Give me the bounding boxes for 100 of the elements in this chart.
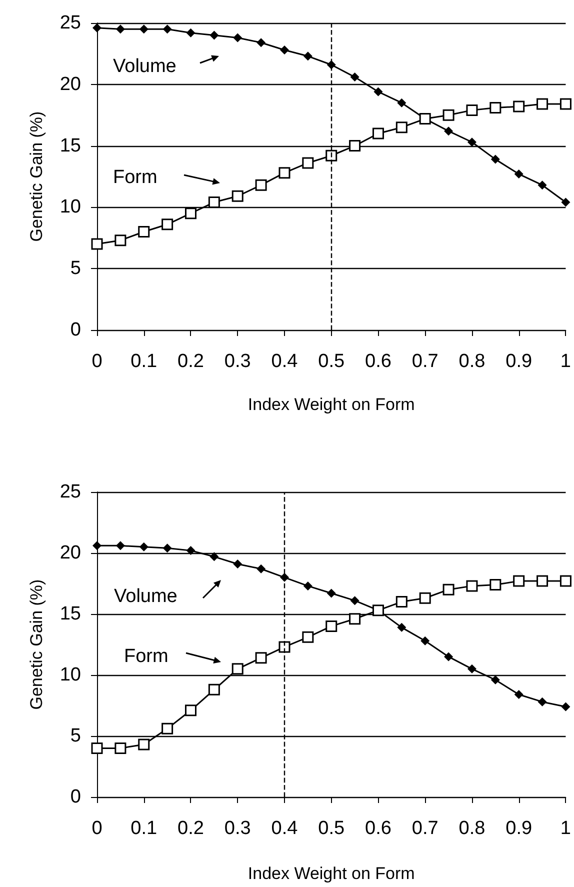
point (538, 697, 547, 706)
x-tick-label: 0.4 (271, 351, 298, 372)
x-tick-label: 1 (560, 351, 572, 372)
y-tick-label: 5 (70, 726, 81, 746)
point (208, 684, 220, 696)
point (374, 87, 383, 96)
y-tick-label: 0 (70, 786, 81, 808)
point (162, 24, 172, 34)
point (233, 33, 242, 42)
x-tick-label: 0.2 (178, 351, 204, 372)
x-tick-label: 0.6 (365, 351, 392, 372)
y-tick-label: 15 (60, 604, 81, 624)
point (349, 140, 361, 152)
point (92, 541, 102, 550)
x-tick-label: 0.7 (412, 351, 438, 372)
y-axis-title: Genetic Gain (%) (27, 111, 46, 242)
point (536, 98, 548, 110)
x-tick-label: 0.4 (271, 818, 298, 839)
point (186, 28, 196, 38)
point (326, 150, 338, 162)
point (444, 126, 454, 136)
x-tick-label: 0.1 (130, 351, 158, 372)
point (210, 552, 219, 562)
point (255, 652, 267, 664)
point (186, 546, 196, 556)
x-tick-label: 0.9 (506, 351, 532, 372)
point (302, 157, 314, 169)
y-tick-label: 15 (60, 135, 81, 156)
y-axis-title: Genetic Gain (%) (27, 579, 46, 710)
point (560, 575, 572, 587)
point (514, 690, 524, 700)
point (350, 72, 360, 82)
point (210, 30, 219, 40)
x-tick-label: 0.5 (318, 818, 345, 839)
point (256, 38, 266, 48)
point (138, 738, 150, 750)
point (303, 581, 312, 590)
point (162, 544, 172, 553)
point (326, 588, 336, 598)
point (397, 622, 406, 632)
point (138, 226, 150, 238)
point (116, 541, 125, 550)
y-tick-label: 10 (60, 664, 81, 686)
y-tick-label: 25 (60, 12, 81, 34)
point (349, 613, 361, 625)
y-tick-label: 20 (60, 542, 81, 564)
y-tick-label: 0 (70, 320, 81, 340)
point (444, 652, 454, 662)
point (514, 170, 524, 179)
point (560, 98, 572, 110)
point (466, 104, 478, 116)
point (466, 580, 478, 592)
point (91, 238, 103, 250)
point (162, 722, 174, 734)
point (372, 128, 384, 140)
point (490, 102, 502, 114)
point (114, 234, 126, 246)
point (561, 198, 570, 207)
x-tick-label: 0.6 (365, 818, 392, 839)
x-tick-label: 0.8 (458, 351, 486, 372)
point (114, 742, 126, 754)
point (303, 52, 312, 61)
x-tick-label: 0.7 (412, 818, 438, 839)
annotation: Volume (113, 56, 176, 77)
point (513, 575, 525, 587)
point (116, 24, 125, 34)
point (467, 138, 476, 147)
point (442, 584, 454, 596)
point (536, 575, 548, 587)
point (278, 167, 290, 179)
point (561, 702, 570, 712)
point (232, 190, 244, 202)
annotation: Volume (114, 586, 178, 607)
point (326, 620, 338, 632)
point (184, 208, 196, 220)
point (490, 675, 500, 684)
point (420, 636, 430, 646)
point (184, 704, 196, 716)
y-tick-label: 20 (60, 74, 81, 95)
x-tick-label: 0.3 (224, 351, 251, 372)
point (467, 664, 476, 674)
point (490, 154, 500, 164)
point (302, 631, 314, 643)
annotation: Form (113, 167, 158, 188)
point (255, 179, 267, 191)
y-tick-label: 25 (60, 482, 81, 502)
point (538, 180, 547, 190)
point (139, 542, 148, 552)
point (256, 564, 266, 574)
point (350, 596, 360, 606)
point (419, 592, 431, 604)
x-axis-title: Index Weight on Form (248, 395, 415, 414)
x-tick-label: 0.1 (130, 818, 158, 839)
point (232, 663, 244, 675)
point (513, 100, 525, 112)
point (442, 109, 454, 121)
point (233, 559, 242, 568)
point (91, 742, 103, 754)
point (396, 596, 408, 608)
x-tick-label: 0 (92, 351, 102, 372)
